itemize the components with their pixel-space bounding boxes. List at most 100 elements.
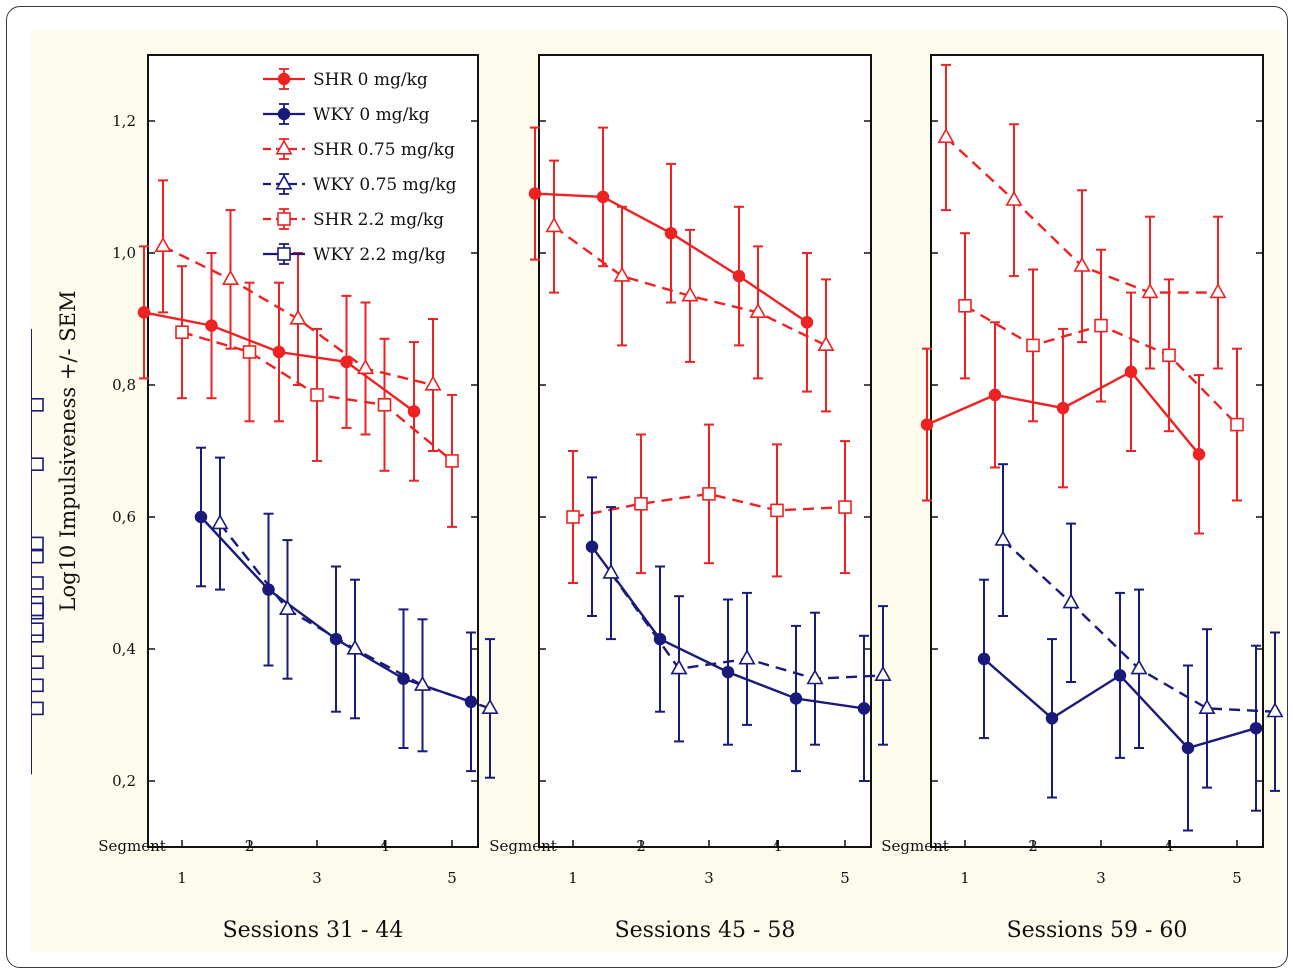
y-tick-label: 1,0 (112, 244, 136, 262)
data-point-square (838, 500, 852, 514)
x-tick-label-lower: 1 (568, 869, 578, 887)
data-point-circle (1056, 401, 1070, 415)
x-tick-label-upper: 2 (636, 837, 646, 855)
data-point-circle (272, 345, 286, 359)
data-point-circle (585, 540, 599, 553)
x-tick-label-lower: 5 (840, 869, 850, 887)
y-tick-label: 0,8 (112, 376, 136, 394)
data-point-triangle (346, 639, 364, 655)
data-point-triangle (994, 530, 1012, 546)
data-point-square (1162, 348, 1176, 363)
data-point-triangle (545, 216, 563, 233)
data-point-circle (205, 319, 218, 332)
data-point-triangle (1266, 702, 1283, 718)
data-point-triangle (1130, 659, 1148, 675)
data-point-triangle (278, 599, 297, 616)
data-point-circle (988, 388, 1002, 402)
x-tick-label-upper: 4 (380, 837, 390, 855)
segment-label: Segment (489, 837, 557, 855)
data-point-square (702, 487, 716, 501)
data-point-square (31, 397, 44, 412)
y-tick-label: 0,6 (112, 508, 136, 526)
data-point-triangle (1005, 190, 1023, 206)
data-point-square (31, 701, 44, 716)
y-tick-label: 0,2 (112, 772, 136, 790)
figure-canvas: Log10 Impulsiveness +/- SEM 0,2 0,4 0,6 0,8 1… (31, 31, 1283, 952)
data-point-triangle (738, 649, 756, 665)
x-tick-label-upper: 2 (1028, 837, 1038, 855)
data-point-square (31, 576, 44, 590)
x-tick-label-upper: 4 (772, 837, 782, 855)
data-point-triangle (602, 563, 620, 579)
data-point-square (31, 602, 44, 617)
x-tick-label-lower: 3 (312, 869, 322, 887)
data-point-triangle (1141, 282, 1159, 299)
data-point-circle (1124, 365, 1138, 379)
data-point-square (31, 536, 44, 551)
data-point-circle (1249, 721, 1263, 735)
data-point-triangle (413, 675, 432, 691)
data-point-circle (1181, 741, 1195, 755)
data-point-triangle (749, 302, 767, 319)
data-point-circle (920, 418, 934, 431)
data-point-triangle (806, 669, 824, 685)
data-point-circle (194, 510, 208, 524)
data-point-square (310, 388, 324, 402)
x-tick-label-upper: 2 (245, 837, 255, 855)
data-point-circle (528, 187, 542, 200)
segment-label: Segment (98, 837, 166, 855)
data-point-circle (664, 226, 678, 240)
plot-area-3 (930, 54, 1264, 848)
data-point-circle (407, 405, 421, 418)
data-point-square (770, 503, 784, 518)
data-point-circle (340, 355, 353, 369)
data-point-square (958, 298, 972, 313)
impulsiveness-chart: Log10 Impulsiveness +/- SEM 0,2 0,4 0,6 0,8 1… (31, 54, 1283, 943)
data-point-triangle (424, 375, 442, 391)
legend-label: SHR 2.2 mg/kg (313, 210, 444, 230)
data-point-triangle (211, 513, 229, 530)
legend-label: SHR 0 mg/kg (313, 70, 428, 90)
plot-area-2 (538, 54, 872, 848)
data-point-circle (397, 672, 410, 685)
data-point-circle (1113, 669, 1127, 682)
data-point-square (634, 496, 648, 511)
data-point-square (31, 655, 44, 670)
data-point-triangle (817, 335, 835, 352)
data-point-triangle (154, 236, 172, 252)
data-point-triangle (1073, 256, 1091, 272)
data-point-triangle (289, 309, 307, 325)
data-point-square (175, 325, 189, 340)
data-point-triangle (874, 665, 892, 682)
x-tick-label-lower: 3 (1096, 869, 1106, 887)
data-point-triangle (670, 659, 688, 675)
data-point-triangle (681, 286, 699, 302)
data-point-triangle (356, 358, 375, 375)
data-point-circle (732, 269, 746, 283)
data-point-square (31, 678, 44, 693)
data-point-circle (857, 702, 871, 715)
panel-title: Sessions 45 - 58 (615, 918, 796, 943)
x-tick-label-lower: 5 (447, 869, 457, 887)
legend-label: WKY 0 mg/kg (313, 105, 430, 125)
x-tick-label-lower: 3 (704, 869, 714, 887)
y-tick-label: 0,4 (112, 640, 136, 658)
data-point-triangle (481, 698, 499, 715)
data-point-square (31, 457, 44, 472)
segment-label: Segment (881, 837, 949, 855)
x-tick-label-upper: 4 (1164, 837, 1174, 855)
data-point-circle (721, 665, 735, 679)
data-point-circle (800, 316, 814, 329)
data-point-triangle (1209, 282, 1227, 299)
data-point-square (566, 510, 580, 524)
figure-frame: Log10 Impulsiveness +/- SEM 0,2 0,4 0,6 0,8 1… (6, 6, 1288, 968)
data-point-circle (1045, 712, 1059, 725)
data-point-circle (977, 652, 991, 666)
data-point-circle (1192, 448, 1206, 461)
legend-marker-triangle (275, 139, 293, 155)
panel-title: Sessions 59 - 60 (1007, 918, 1188, 943)
x-tick-label-lower: 1 (960, 869, 970, 887)
x-tick-label-lower: 5 (1232, 869, 1242, 887)
data-point-square (445, 454, 459, 468)
legend-label: WKY 0.75 mg/kg (313, 175, 457, 195)
